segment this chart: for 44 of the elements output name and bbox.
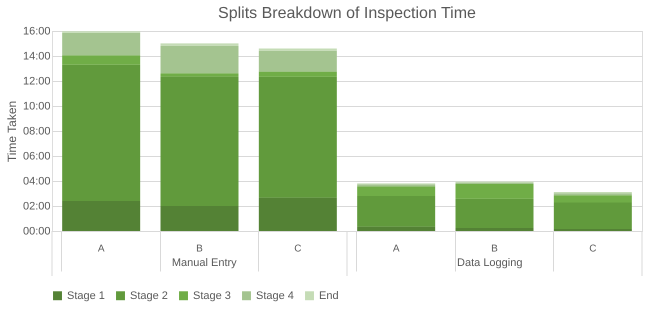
bar (160, 76, 238, 206)
bar (160, 206, 238, 231)
x-tick-label: B (491, 244, 498, 254)
text: Manual Entry (172, 257, 238, 269)
legend-label: Stage 4 (256, 290, 294, 302)
bar (456, 228, 534, 231)
text: Data Logging (457, 257, 522, 269)
x-tick-label: A (98, 244, 105, 254)
x-tick-label: C (294, 244, 302, 254)
bar (357, 226, 436, 231)
legend-label: Stage 2 (130, 290, 168, 302)
bar (160, 43, 238, 46)
legend-label: End (319, 290, 339, 302)
bar (357, 196, 436, 227)
legend-label: Stage 3 (193, 290, 231, 302)
bar (160, 46, 238, 74)
bar (456, 184, 534, 199)
y-axis-title: Time Taken (4, 100, 19, 162)
y-tick-label: 10:00 (22, 100, 50, 112)
bar (62, 64, 140, 201)
bar (357, 186, 436, 196)
y-tick-label: 14:00 (22, 50, 50, 62)
chart-title: Splits Breakdown of Inspection Time (218, 5, 476, 22)
y-tick-label: 12:00 (22, 76, 50, 88)
bar (456, 198, 534, 228)
y-tick-label: 08:00 (22, 126, 50, 138)
bar (62, 32, 140, 56)
bar (258, 50, 337, 72)
y-tick-label: 04:00 (22, 176, 50, 188)
legend-label: Stage 1 (67, 290, 105, 302)
y-tick-label: 02:00 (22, 200, 50, 212)
x-tick-label: B (196, 244, 204, 254)
bar (258, 72, 337, 77)
bar (554, 195, 632, 202)
bar (258, 76, 337, 198)
y-tick-label: 00:00 (22, 226, 50, 238)
y-tick-label: 06:00 (22, 150, 50, 162)
y-tick-label: 16:00 (22, 26, 50, 38)
x-tick-label: C (589, 244, 596, 254)
bar (62, 55, 140, 65)
x-tick-label: A (392, 244, 400, 254)
bar (258, 198, 337, 231)
bar (554, 202, 632, 229)
bar (62, 201, 140, 231)
